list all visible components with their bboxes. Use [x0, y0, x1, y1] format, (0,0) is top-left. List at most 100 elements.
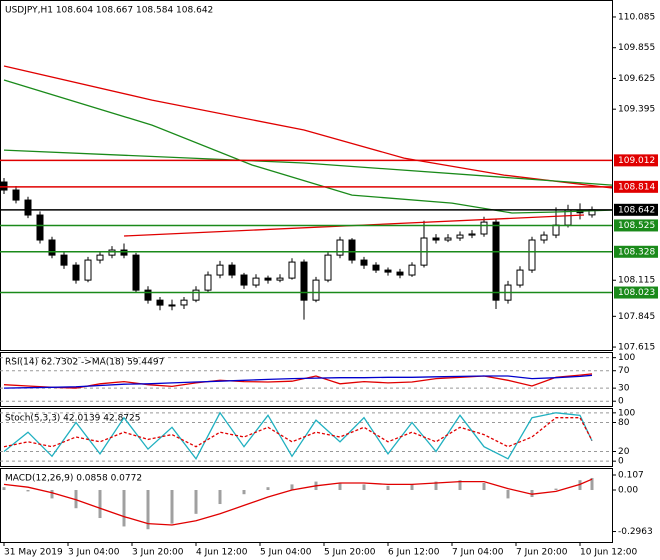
candle-body	[336, 239, 344, 256]
candle-body	[444, 237, 452, 241]
candle-body	[120, 249, 128, 256]
y-tick-label: 109.855	[618, 43, 655, 53]
y-tick-label: -0.2963	[618, 527, 653, 537]
candle-body	[36, 214, 44, 241]
bar	[266, 487, 270, 491]
candle-body	[360, 259, 368, 266]
panel-frame	[0, 408, 613, 467]
x-tick-label: 31 May 2019	[4, 548, 63, 558]
panel-title: USDJPY,H1 108.604 108.667 108.584 108.64…	[5, 6, 213, 16]
level-label: 108.814	[618, 182, 655, 192]
candle-body	[564, 209, 572, 226]
bar	[410, 484, 414, 491]
level-box	[614, 219, 658, 232]
bar	[74, 490, 78, 509]
candle-body	[552, 224, 560, 236]
y-tick-label: 107.845	[618, 312, 655, 322]
x-tick-label: 7 Jun 20:00	[516, 548, 568, 558]
bar	[506, 490, 510, 499]
candle-body	[204, 274, 212, 291]
bar	[98, 490, 102, 519]
series-line	[3, 149, 613, 186]
candle-body	[300, 261, 308, 301]
level-label: 108.023	[618, 288, 655, 298]
bar	[26, 490, 30, 492]
candle-body	[492, 221, 500, 301]
candle-body	[60, 254, 68, 266]
panel-title: Stoch(5,3,3) 42.0139 42.8725	[5, 414, 140, 424]
candle-body	[84, 259, 92, 281]
series-line	[3, 417, 593, 448]
x-tick-label: 5 Jun 04:00	[260, 548, 312, 558]
bar	[2, 487, 6, 491]
bar	[338, 482, 342, 491]
candle-body	[516, 269, 524, 286]
candle-body	[180, 299, 188, 306]
candle-body	[192, 289, 200, 301]
bar	[170, 490, 174, 524]
candle-body	[132, 254, 140, 291]
candle-body	[168, 304, 176, 307]
y-tick-label: 0	[618, 457, 624, 467]
level-box	[614, 180, 658, 193]
y-tick-label: 0.107	[618, 471, 644, 481]
candle-body	[396, 271, 404, 276]
bar	[530, 490, 534, 498]
y-tick-label: 100	[618, 353, 635, 363]
x-tick-label: 5 Jun 20:00	[324, 548, 376, 558]
level-label: 108.328	[618, 247, 655, 257]
bar	[146, 490, 150, 530]
y-tick-label: 70	[618, 366, 630, 376]
series-line	[3, 411, 593, 461]
bar	[194, 490, 198, 514]
candle-body	[252, 277, 260, 286]
bar	[218, 490, 222, 505]
panel-frame	[0, 352, 613, 407]
candle-body	[528, 239, 536, 271]
candle-body	[228, 264, 236, 276]
candle-body	[144, 289, 152, 301]
level-box	[614, 245, 658, 258]
series-line	[3, 478, 593, 526]
candle-body	[312, 279, 320, 301]
candle-body	[384, 269, 392, 273]
y-tick-label: 0.00	[618, 486, 638, 496]
x-tick-label: 10 Jun 12:00	[580, 548, 637, 558]
y-tick-label: 0	[618, 397, 624, 407]
panel-frame	[0, 468, 613, 543]
candle-body	[372, 264, 380, 271]
bar	[482, 482, 486, 491]
candle-body	[468, 233, 476, 236]
y-tick-label: 20	[618, 447, 630, 457]
candle-body	[240, 274, 248, 286]
candle-body	[480, 221, 488, 235]
x-tick-label: 3 Jun 04:00	[68, 548, 120, 558]
y-tick-label: 80	[618, 418, 630, 428]
panel-title: MACD(12,26,9) 0.0858 0.0772	[5, 474, 142, 484]
level-box	[614, 286, 658, 299]
panel-title: RSI(14) 62.7302 ->MA(18) 59.4497	[5, 358, 164, 368]
bar	[386, 485, 390, 491]
y-tick-label: 107.615	[618, 343, 655, 353]
bar	[50, 490, 54, 499]
candle-body	[24, 199, 32, 216]
candle-body	[12, 189, 20, 201]
level-label: 108.642	[618, 205, 655, 215]
candle-body	[408, 264, 416, 276]
level-label: 108.525	[618, 221, 655, 231]
bar	[590, 477, 594, 491]
candle-body	[456, 234, 464, 239]
level-label: 109.012	[618, 156, 655, 166]
x-tick-label: 7 Jun 04:00	[452, 548, 504, 558]
level-box	[614, 154, 658, 167]
candle-body	[48, 239, 56, 256]
candle-body	[540, 234, 548, 241]
series-line	[3, 79, 613, 214]
candle-body	[348, 239, 356, 261]
bar	[434, 481, 438, 491]
x-tick-label: 6 Jun 12:00	[388, 548, 440, 558]
candle-body	[288, 261, 296, 279]
candle-body	[0, 181, 8, 191]
bar	[290, 484, 294, 491]
